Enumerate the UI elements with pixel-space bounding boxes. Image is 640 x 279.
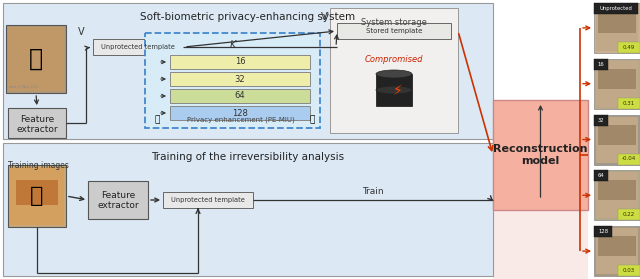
Text: -0.04: -0.04 [622,157,636,162]
Bar [8,27,64,91]
Bar [170,72,310,86]
Bar [596,117,638,162]
Text: 0.49: 0.49 [623,45,635,50]
Text: ⚡: ⚡ [393,84,403,98]
Text: K: K [229,40,236,50]
Bar [594,226,612,237]
Bar [594,114,608,126]
Bar [596,228,638,274]
Bar [596,61,638,107]
Ellipse shape [376,70,412,78]
Text: Feature: Feature [101,191,135,201]
Ellipse shape [376,86,412,94]
Text: attrib_to_Mast_2013: attrib_to_Mast_2013 [9,84,39,88]
Text: 16: 16 [235,57,245,66]
Bar [594,3,638,14]
Bar [16,180,58,205]
Bar [170,106,310,120]
Text: 🧔: 🧔 [29,47,43,71]
Bar [3,143,493,276]
Text: 👩: 👩 [30,186,44,206]
Text: V': V' [321,12,330,22]
Bar [618,98,640,109]
Text: System storage: System storage [361,18,427,27]
Bar [594,170,608,181]
Bar [618,265,640,276]
Text: Unprotected template: Unprotected template [171,197,245,203]
Bar [170,89,310,103]
Text: 128: 128 [232,109,248,117]
Bar [145,33,320,128]
Text: Compromised: Compromised [365,56,423,64]
Bar [163,192,253,208]
Text: 32: 32 [235,74,245,83]
Text: V: V [78,27,85,37]
Bar [8,108,66,138]
Bar [594,59,640,109]
Text: Unprotected template: Unprotected template [101,44,175,50]
Bar [3,3,493,139]
Bar [598,124,636,145]
Bar [493,143,588,279]
Bar [10,167,64,225]
Bar [376,74,412,106]
Text: Training images: Training images [8,161,69,170]
Text: extractor: extractor [97,201,139,210]
Bar [594,59,608,70]
Text: 64: 64 [235,92,245,100]
Text: 0.03: 0.03 [623,268,635,273]
Bar [596,172,638,218]
Bar [598,180,636,200]
Text: Reconstruction
model: Reconstruction model [493,144,588,166]
Bar [598,69,636,89]
Bar [493,100,588,210]
Bar [594,114,640,165]
Text: Training of the irreversibility analysis: Training of the irreversibility analysis [152,152,344,162]
Text: extractor: extractor [16,124,58,133]
Text: Stored template: Stored template [366,28,422,34]
Text: 32: 32 [598,117,604,122]
Bar [596,5,638,51]
Text: 128: 128 [598,229,608,234]
Bar [618,42,640,53]
Text: Train: Train [362,187,384,196]
Bar [8,165,66,227]
Bar [170,55,310,69]
Bar [6,25,66,93]
Text: 16: 16 [598,62,604,67]
Bar [93,39,183,55]
Bar [594,170,640,220]
Bar [618,209,640,220]
Text: 0.31: 0.31 [623,101,635,106]
Text: 🔒: 🔒 [154,116,160,124]
Bar [618,153,640,165]
Bar [594,226,640,276]
Text: Feature: Feature [20,114,54,124]
Text: Soft-biometric privacy-enhancing system: Soft-biometric privacy-enhancing system [140,12,356,22]
Bar [337,23,451,39]
Text: Privacy enhancement (PE-MIU): Privacy enhancement (PE-MIU) [187,117,294,123]
Text: 0.22: 0.22 [623,212,635,217]
Text: 🔑: 🔑 [309,116,315,124]
Bar [88,181,148,219]
Bar [330,8,458,133]
Text: Unprotected: Unprotected [600,6,632,11]
Bar [598,236,636,256]
Bar [594,3,640,53]
Bar [598,13,636,33]
Text: 64: 64 [598,173,604,178]
